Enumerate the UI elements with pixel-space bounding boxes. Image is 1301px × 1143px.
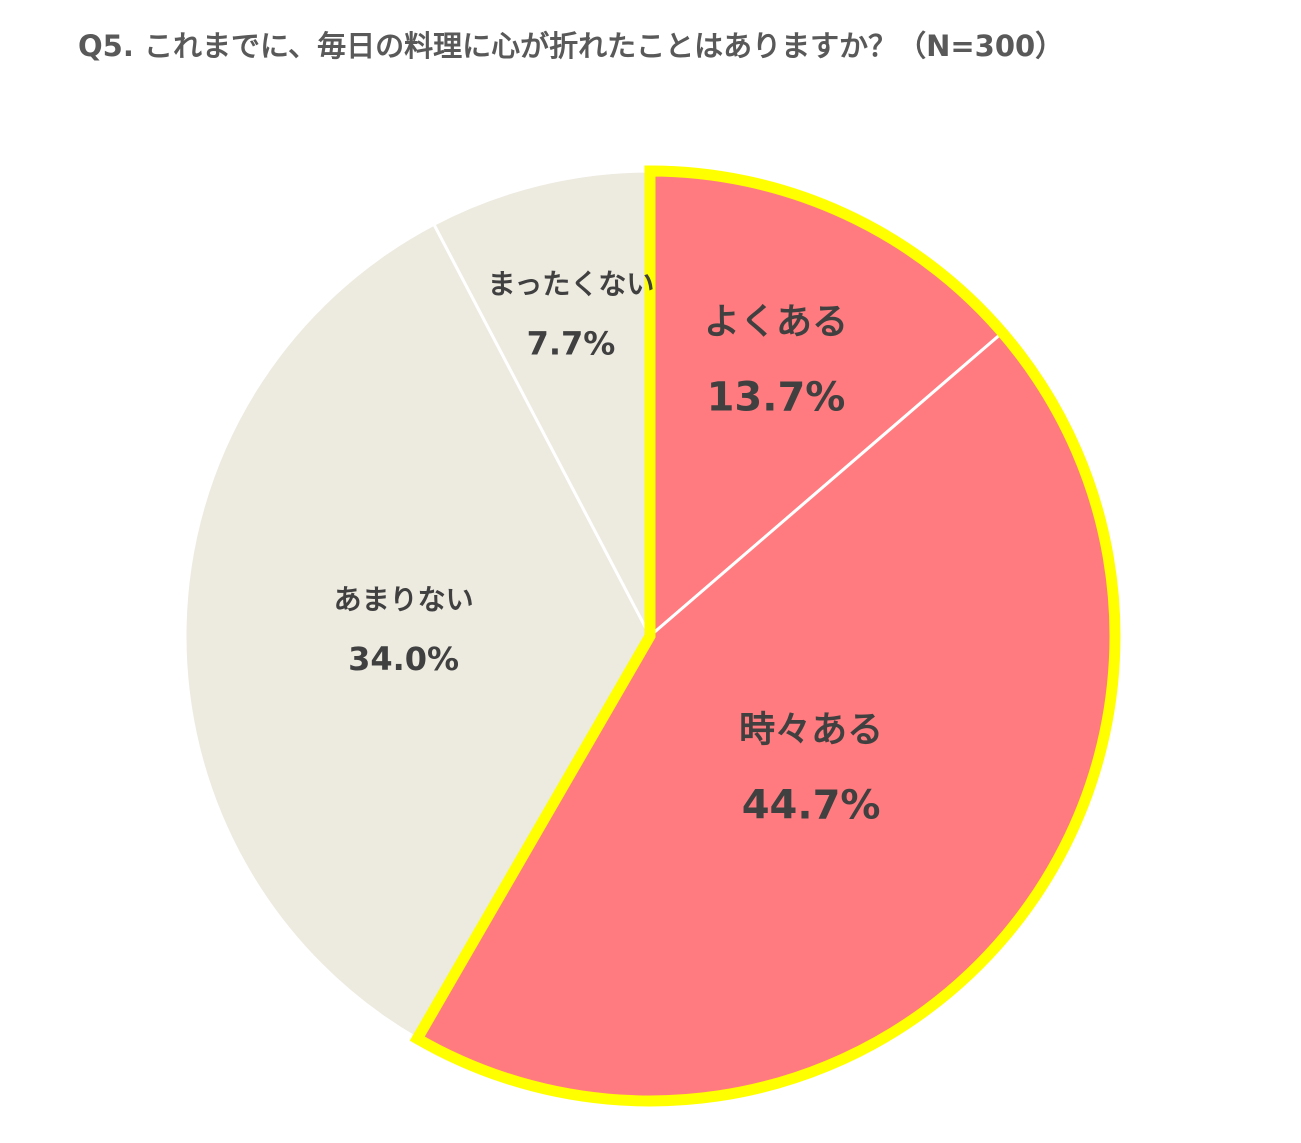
chart-title: Q5. これまでに、毎日の料理に心が折れたことはありますか？（N=300） (78, 29, 1064, 63)
slice-label: 時々ある (739, 710, 883, 751)
slice-label: よくある (704, 301, 848, 342)
slice-value-label: 34.0% (348, 640, 459, 678)
pie-slice (431, 169, 652, 637)
slice-label: あまりない (334, 583, 474, 616)
highlight-outline (409, 165, 1121, 1107)
slice-value-label: 7.7% (527, 324, 616, 362)
slice-value-label: 13.7% (707, 374, 846, 420)
slice-value-label: 44.7% (742, 783, 881, 829)
slice-label: まったくない (488, 267, 655, 300)
